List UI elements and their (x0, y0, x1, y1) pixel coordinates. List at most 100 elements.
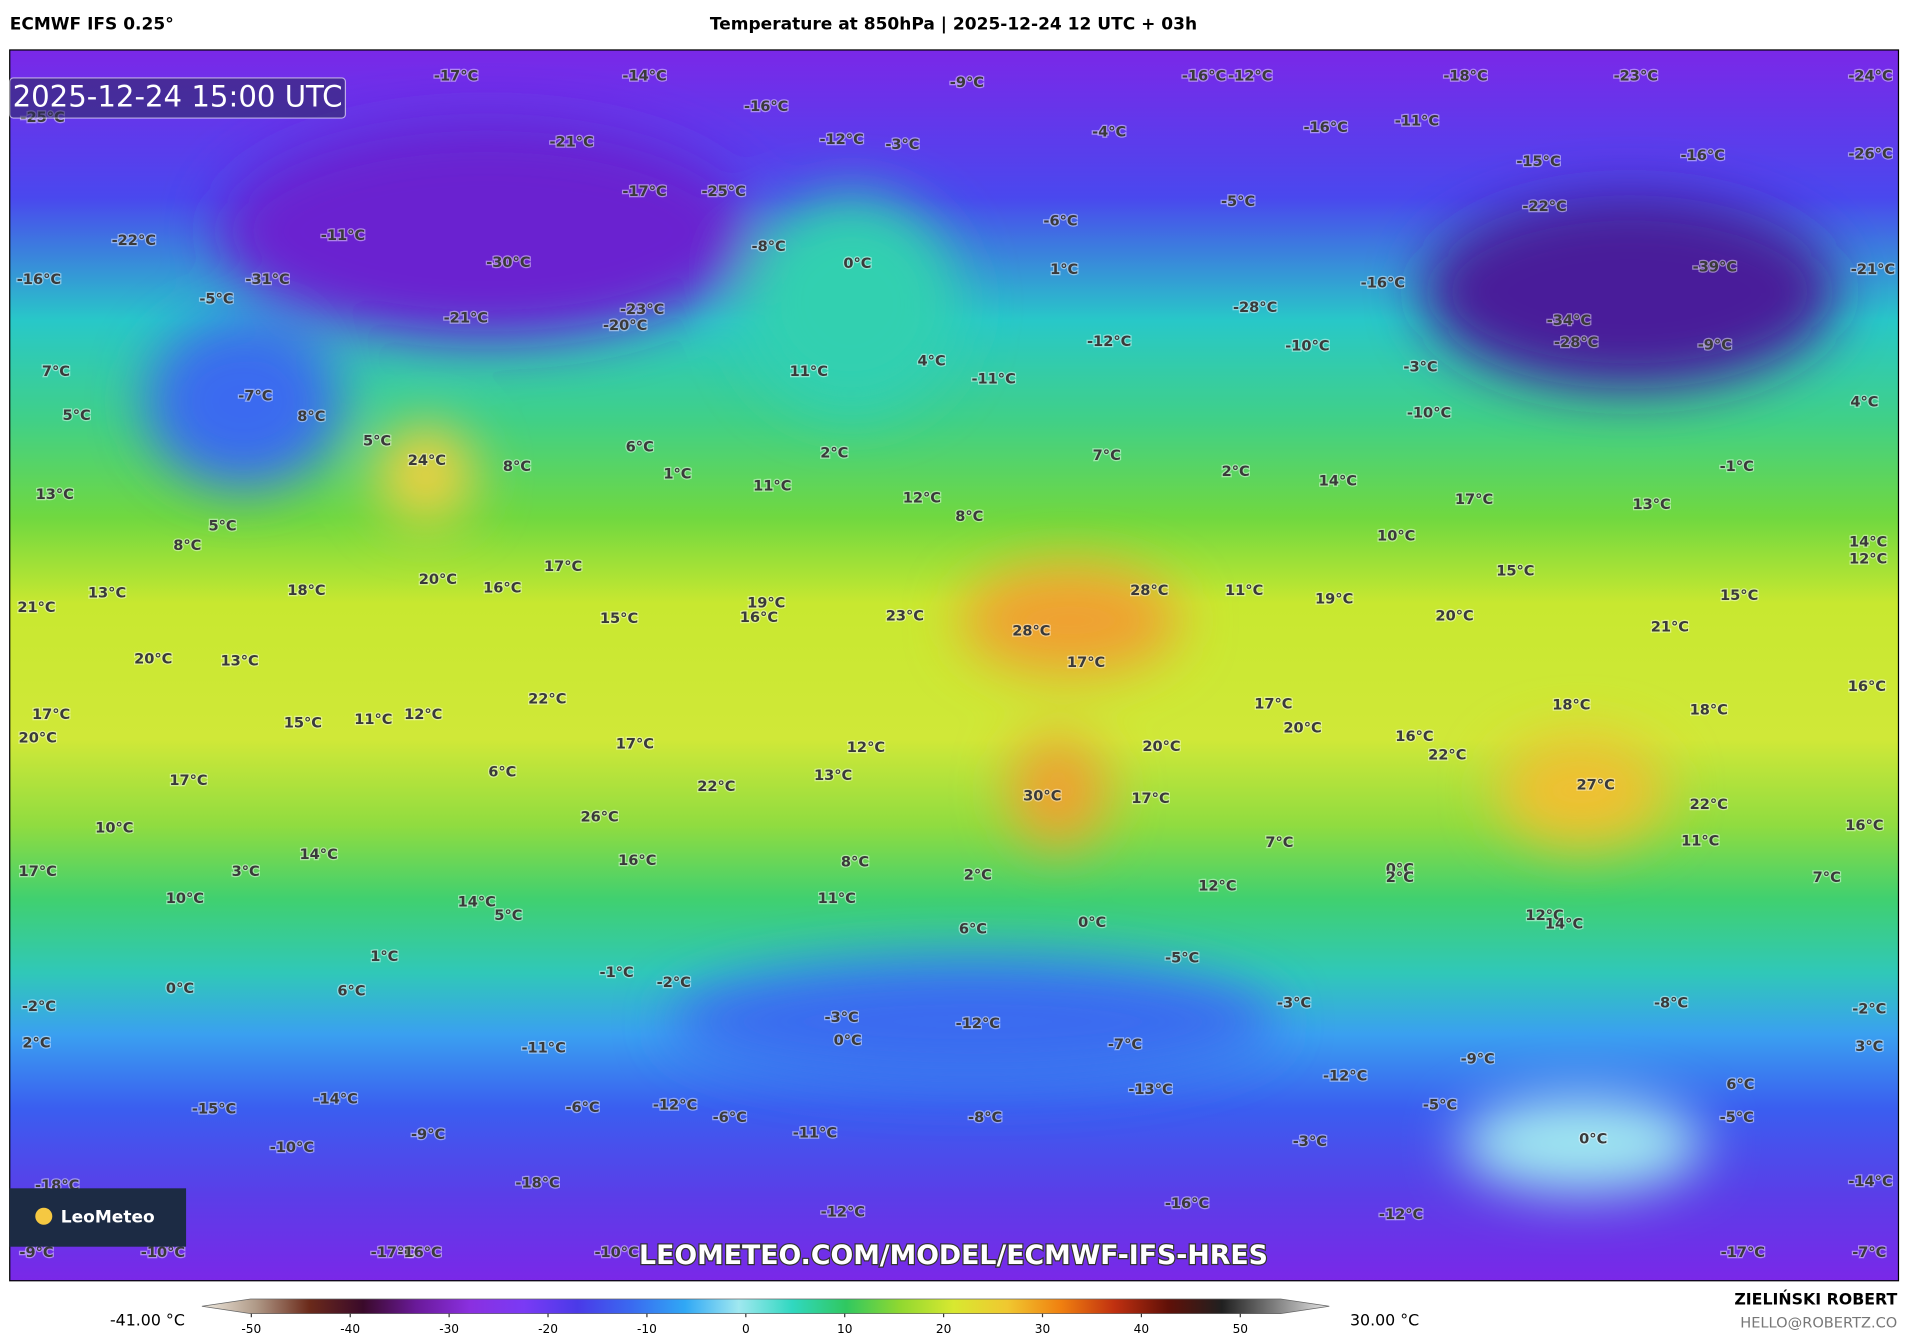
temperature-label: 18°C (1552, 696, 1590, 713)
temperature-label: -8°C (968, 1109, 1002, 1126)
temperature-label: 8°C (955, 508, 983, 525)
temperature-label: -15°C (1516, 153, 1560, 170)
temperature-label: -7°C (1108, 1036, 1142, 1053)
temperature-label: -8°C (1654, 994, 1688, 1011)
temperature-label: 13°C (88, 585, 126, 602)
author: ZIELIŃSKI ROBERT (1734, 1290, 1897, 1309)
temperature-label: 10°C (1377, 527, 1415, 544)
colorbar-tick-label: 50 (1233, 1322, 1248, 1336)
temperature-label: 20°C (134, 650, 172, 667)
temperature-label: -23°C (1614, 68, 1658, 85)
temperature-label: 27°C (1577, 777, 1615, 794)
temperature-label: -30°C (486, 254, 530, 271)
temperature-label: 13°C (1632, 496, 1670, 513)
temperature-label: -16°C (1182, 68, 1226, 85)
temperature-label: 7°C (1813, 869, 1841, 886)
temperature-label: -12°C (1323, 1067, 1367, 1084)
colorbar-tick-label: 30 (1035, 1322, 1050, 1336)
temperature-label: 5°C (63, 407, 91, 424)
colorbar-tick-label: -10 (637, 1322, 657, 1336)
temperature-label: -1°C (600, 964, 634, 981)
temperature-label: 19°C (1315, 591, 1353, 608)
temperature-label: 17°C (616, 735, 654, 752)
temperature-label: -9°C (411, 1126, 445, 1143)
temperature-label: -9°C (19, 1244, 53, 1261)
temperature-label: 5°C (363, 433, 391, 450)
temperature-label: -2°C (1852, 1001, 1886, 1018)
temperature-label: 16°C (618, 852, 656, 869)
temperature-label: -5°C (1165, 949, 1199, 966)
chart-title: Temperature at 850hPa | 2025-12-24 12 UT… (710, 14, 1197, 34)
temperature-label: -3°C (1277, 994, 1311, 1011)
colorbar-max: 30.00 °C (1350, 1310, 1419, 1329)
temperature-label: -23°C (620, 301, 664, 318)
temperature-label: -12°C (956, 1015, 1000, 1032)
temperature-label: 14°C (300, 846, 338, 863)
temperature-label: -4°C (1092, 124, 1126, 141)
temperature-label: -16°C (744, 98, 788, 115)
temperature-label: 17°C (32, 706, 70, 723)
temperature-label: -18°C (1443, 68, 1487, 85)
temperature-label: 17°C (1455, 491, 1493, 508)
temperature-label: -18°C (515, 1174, 559, 1191)
temperature-label: -17°C (434, 68, 478, 85)
temperature-label: 0°C (1579, 1131, 1607, 1148)
temperature-label: -9°C (1461, 1050, 1495, 1067)
temperature-label: -22°C (1522, 198, 1566, 215)
temperature-label: 2°C (1386, 869, 1414, 886)
temperature-label: 6°C (626, 439, 654, 456)
colorbar-tick-label: -20 (538, 1322, 558, 1336)
temperature-label: -16°C (1681, 147, 1725, 164)
colorbar-min: -41.00 °C (110, 1310, 185, 1329)
temperature-label: -11°C (321, 227, 365, 244)
temperature-label: -6°C (713, 1109, 747, 1126)
temperature-label: -16°C (397, 1244, 441, 1261)
temperature-label: -7°C (1852, 1244, 1886, 1261)
colorbar-tick-label: 20 (936, 1322, 951, 1336)
temperature-label: 3°C (1855, 1038, 1883, 1055)
temperature-label: -6°C (565, 1099, 599, 1116)
temperature-label: 10°C (166, 890, 204, 907)
temperature-label: 11°C (1681, 833, 1719, 850)
temperature-label: -3°C (825, 1009, 859, 1026)
temperature-label: -21°C (549, 133, 593, 150)
temperature-label: 21°C (17, 599, 55, 616)
temperature-label: 2°C (820, 445, 848, 462)
temperature-label: 20°C (19, 729, 57, 746)
colorbar-tick-label: 40 (1134, 1322, 1149, 1336)
temperature-label: -12°C (1087, 333, 1131, 350)
colorbar-ramp (201, 1298, 1330, 1314)
temperature-label: -2°C (657, 974, 691, 991)
temperature-label: -16°C (1303, 119, 1347, 136)
temperature-label: 18°C (287, 582, 325, 599)
temperature-label: 5°C (494, 907, 522, 924)
temperature-label: 19°C (747, 594, 785, 611)
temperature-label: -15°C (192, 1100, 236, 1117)
temperature-label: -11°C (971, 371, 1015, 388)
temperature-label: 3°C (232, 863, 260, 880)
temperature-label: 0°C (1078, 914, 1106, 931)
temperature-label: -26°C (1848, 146, 1892, 163)
temperature-label: 11°C (790, 363, 828, 380)
model-name: ECMWF IFS 0.25° (10, 14, 174, 34)
temperature-label: 0°C (843, 255, 871, 272)
temperature-label: -3°C (1293, 1133, 1327, 1150)
temperature-label: 13°C (36, 486, 74, 503)
temperature-label: 14°C (458, 894, 496, 911)
temperature-label: 15°C (1720, 587, 1758, 604)
temperature-label: 4°C (918, 352, 946, 369)
temperature-label: 1°C (370, 948, 398, 965)
email: HELLO@ROBERTZ.CO (1740, 1314, 1897, 1331)
colorbar: -50 -40 -30 -20 -10 0 10 20 30 40 50 (201, 1298, 1330, 1336)
temperature-label: 17°C (544, 558, 582, 575)
temperature-label: -16°C (17, 271, 61, 288)
temperature-label: 12°C (404, 706, 442, 723)
temperature-label: 20°C (1142, 738, 1180, 755)
temperature-label: 15°C (1496, 563, 1534, 580)
logo-sun (35, 1207, 53, 1225)
temperature-label: 0°C (166, 980, 194, 997)
temperature-label: 2°C (1222, 463, 1250, 480)
temperature-label: -22°C (112, 232, 156, 249)
temperature-label: -24°C (1848, 68, 1892, 85)
